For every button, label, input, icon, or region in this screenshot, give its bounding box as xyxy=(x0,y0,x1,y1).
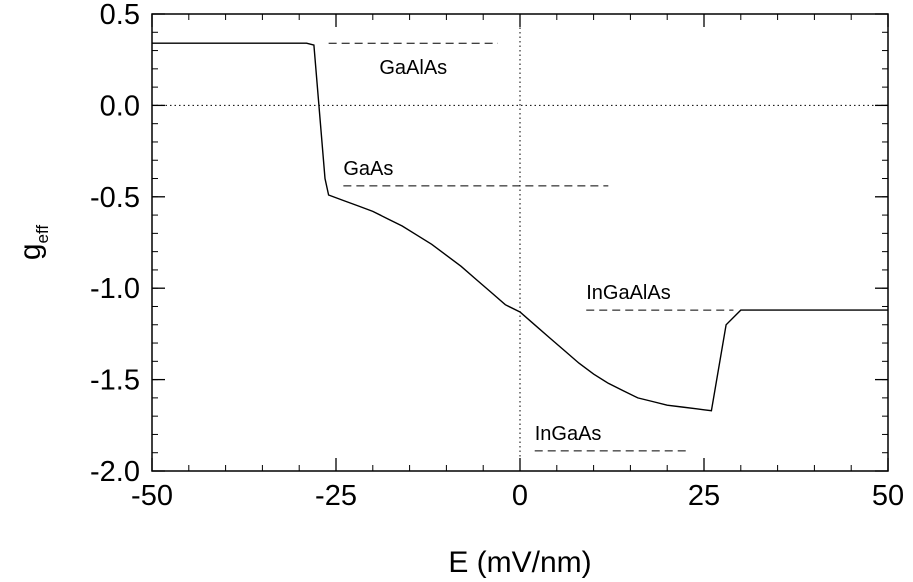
reference-lines xyxy=(152,14,888,471)
level-label: InGaAs xyxy=(535,423,602,445)
y-tick-label: -1.5 xyxy=(90,365,140,397)
series-line xyxy=(152,42,888,412)
x-tick-label: -50 xyxy=(131,480,173,512)
y-axis-title-sub: eff xyxy=(33,225,52,244)
level-annotations: GaAlAs GaAs InGaAlAs InGaAs xyxy=(328,42,734,452)
y-tick-label: -1.0 xyxy=(90,273,140,305)
x-tick-label: -25 xyxy=(315,480,357,512)
y-axis-title: geff xyxy=(14,225,52,261)
level-label: GaAlAs xyxy=(379,57,447,79)
y-tick-label: -2.0 xyxy=(90,456,140,488)
y-axis-title-main: g xyxy=(14,243,47,260)
x-tick-label: 25 xyxy=(688,480,720,512)
y-tick-label: -0.5 xyxy=(90,182,140,214)
y-tick-label: 0.0 xyxy=(100,90,140,122)
y-tick-label: 0.5 xyxy=(100,0,140,31)
y-tick-labels: 0.5 0.0 -0.5 -1.0 -1.5 -2.0 xyxy=(90,0,140,488)
level-label: GaAs xyxy=(343,158,393,180)
x-tick-label: 0 xyxy=(512,480,528,512)
x-axis-title: E (mV/nm) xyxy=(448,546,591,579)
level-label: InGaAlAs xyxy=(586,282,670,304)
x-tick-labels: -50 -25 0 25 50 xyxy=(131,480,904,512)
major-ticks xyxy=(151,13,889,472)
x-tick-label: 50 xyxy=(872,480,904,512)
